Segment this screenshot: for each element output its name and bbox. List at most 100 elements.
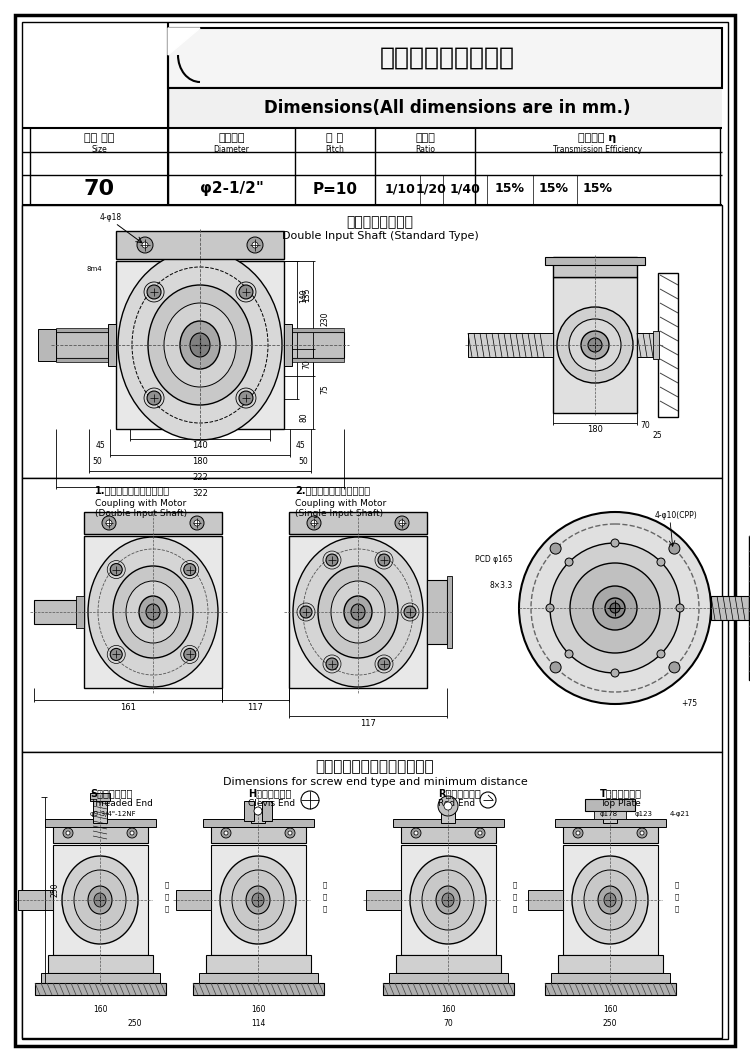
Bar [211, 823, 306, 843]
Text: 50: 50 [298, 457, 307, 467]
Circle shape [247, 237, 263, 253]
Circle shape [127, 828, 137, 838]
Circle shape [438, 796, 458, 816]
Bar [658, 273, 678, 417]
Text: 4-φ21: 4-φ21 [670, 811, 690, 817]
Bar [551, 973, 670, 982]
Text: 222: 222 [192, 473, 208, 483]
Ellipse shape [344, 596, 372, 628]
Text: 114: 114 [251, 1019, 266, 1027]
Circle shape [565, 558, 573, 566]
Text: 螺旋升降機外形尺寸: 螺旋升降機外形尺寸 [380, 46, 514, 70]
Bar [284, 324, 292, 366]
Circle shape [194, 520, 200, 526]
Text: Dimensions for screw end type and minimum distance: Dimensions for screw end type and minimu… [223, 777, 527, 787]
Ellipse shape [422, 870, 474, 930]
Bar [389, 973, 508, 982]
Text: 8m4: 8m4 [86, 266, 102, 272]
Circle shape [142, 242, 148, 248]
Bar [749, 536, 750, 680]
Bar [193, 982, 324, 995]
Circle shape [399, 520, 405, 526]
Text: 型號 規格: 型號 規格 [84, 133, 114, 143]
Bar [53, 823, 148, 843]
Text: T型（頂板式）: T型（頂板式） [600, 788, 642, 798]
Text: Ratio: Ratio [415, 145, 435, 155]
Text: R型（平口式）: R型（平口式） [438, 788, 481, 798]
Text: 180: 180 [587, 425, 603, 435]
Circle shape [395, 516, 409, 530]
Text: 螺 距: 螺 距 [326, 133, 344, 143]
Bar [56, 358, 116, 362]
Bar [441, 811, 455, 823]
Bar [116, 231, 284, 259]
Circle shape [565, 650, 573, 658]
Circle shape [640, 831, 644, 835]
Circle shape [63, 828, 73, 838]
Circle shape [130, 831, 134, 835]
Text: 雙入力（標準型）: 雙入力（標準型） [346, 215, 413, 229]
Circle shape [147, 392, 161, 405]
Bar [401, 845, 496, 955]
Circle shape [657, 558, 665, 566]
Circle shape [147, 285, 161, 299]
Text: 160: 160 [251, 1006, 266, 1014]
Text: 垂: 垂 [675, 882, 680, 888]
Bar [211, 845, 306, 955]
Bar [603, 811, 617, 823]
Text: 式: 式 [513, 906, 517, 912]
Circle shape [546, 604, 554, 612]
Bar [203, 819, 314, 827]
Circle shape [414, 831, 418, 835]
Bar [22, 205, 722, 479]
Circle shape [224, 831, 228, 835]
Text: 160: 160 [441, 1006, 455, 1014]
Text: 桿端型式及最短距離關係尺寸: 桿端型式及最短距離關係尺寸 [316, 760, 434, 775]
Bar [563, 823, 658, 843]
Bar [90, 793, 110, 801]
Text: 160: 160 [603, 1006, 617, 1014]
Text: 式: 式 [165, 906, 170, 912]
Ellipse shape [436, 886, 460, 914]
Bar [558, 955, 663, 973]
Text: 140: 140 [192, 441, 208, 451]
Text: 式: 式 [675, 906, 680, 912]
Bar [41, 973, 160, 982]
Text: 直: 直 [322, 893, 327, 901]
Ellipse shape [220, 856, 296, 944]
Bar [34, 601, 84, 624]
Text: P=10: P=10 [313, 181, 358, 196]
Text: 直: 直 [513, 893, 517, 901]
Ellipse shape [118, 250, 282, 440]
Circle shape [190, 516, 204, 530]
Ellipse shape [293, 537, 423, 688]
Bar [108, 324, 116, 366]
Text: Transmission Efficiency: Transmission Efficiency [553, 145, 642, 155]
Bar [206, 955, 311, 973]
Bar [401, 823, 496, 843]
Bar [176, 890, 211, 910]
Text: 250: 250 [128, 1019, 142, 1027]
Circle shape [610, 603, 620, 613]
Text: Diameter: Diameter [214, 145, 250, 155]
Circle shape [611, 539, 619, 547]
Bar [262, 801, 272, 821]
Circle shape [569, 319, 621, 371]
Text: 1/40: 1/40 [449, 182, 481, 195]
Circle shape [588, 338, 602, 352]
Circle shape [239, 392, 253, 405]
Circle shape [326, 554, 338, 566]
Circle shape [184, 648, 196, 660]
Text: 70: 70 [83, 179, 115, 199]
Text: 2.直結式（單入法端右組）: 2.直結式（單入法端右組） [295, 485, 370, 495]
Ellipse shape [180, 321, 220, 369]
Circle shape [252, 242, 258, 248]
Text: 322: 322 [192, 489, 208, 499]
Bar [18, 890, 53, 910]
Ellipse shape [246, 886, 270, 914]
Circle shape [378, 554, 390, 566]
Text: Top Plate: Top Plate [600, 800, 640, 808]
Circle shape [475, 828, 485, 838]
Bar [84, 512, 222, 534]
Text: 25: 25 [652, 431, 662, 439]
